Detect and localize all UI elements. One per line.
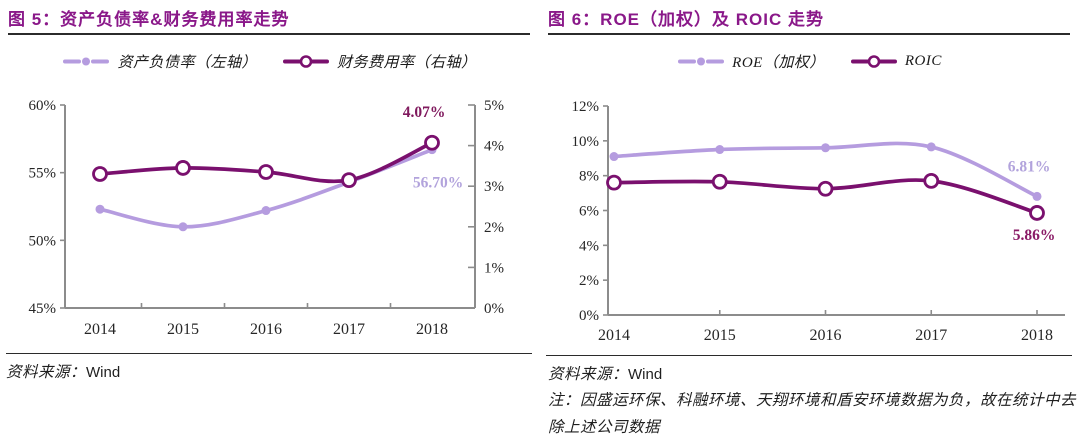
data-point	[95, 204, 105, 214]
open-circle-line-icon	[283, 55, 329, 68]
data-label: 56.70%	[413, 175, 463, 192]
data-point	[175, 160, 191, 176]
source-divider	[546, 355, 1072, 356]
y-axis-label: 5%	[484, 98, 504, 114]
figure-6-title: 图 6：ROE（加权）及 ROIC 走势	[548, 10, 824, 29]
dash-dot-line-icon	[678, 55, 725, 68]
y-axis-label: 0%	[484, 301, 504, 317]
source-text: 资料来源：Wind	[6, 360, 120, 382]
data-point	[926, 142, 936, 152]
figure-5-legend: 资产负债率（左轴） 财务费用率（右轴）	[0, 51, 540, 72]
x-axis-label: 2018	[416, 321, 448, 338]
x-axis-label: 2017	[915, 327, 947, 344]
series-line	[98, 147, 434, 229]
data-point	[424, 134, 440, 151]
open-circle-line-icon	[850, 55, 897, 68]
data-point	[609, 152, 619, 162]
y-axis-label: 60%	[29, 98, 57, 114]
y-axis-label: 8%	[579, 169, 599, 185]
legend-item-roe: ROE（加权）	[678, 51, 825, 72]
figure-5-panel: 图 5：资产负债率&财务费用率走势 资产负债率（左轴）	[0, 10, 540, 382]
data-point	[261, 206, 271, 216]
y-axis-label: 12%	[572, 99, 600, 115]
data-label: 4.07%	[403, 104, 446, 121]
figure-6-legend: ROE（加权） ROIC	[540, 51, 1080, 72]
figure-5-title: 图 5：资产负债率&财务费用率走势	[8, 10, 290, 29]
data-point	[1029, 205, 1045, 221]
y-axis-label: 6%	[579, 204, 599, 220]
legend-item-finance-expense: 财务费用率（右轴）	[283, 51, 477, 72]
y-axis-label: 55%	[29, 166, 57, 182]
figure-6-note: 注：因盛运环保、科融环境、天翔环境和盾安环境数据为负，故在统计中去除上述公司数据	[548, 392, 1077, 436]
y-axis-label: 0%	[579, 308, 599, 324]
y-axis-label: 2%	[579, 273, 599, 289]
y-axis-label: 10%	[572, 134, 600, 150]
figure-6-panel: 图 6：ROE（加权）及 ROIC 走势 ROE（加权）	[540, 0, 1080, 437]
x-axis-label: 2015	[704, 327, 736, 344]
data-point	[92, 166, 108, 182]
x-axis-label: 2014	[84, 321, 116, 338]
source-value: Wind	[86, 364, 121, 381]
x-axis-label: 2016	[810, 327, 842, 344]
title-divider	[548, 33, 1070, 35]
legend-label: 资产负债率（左轴）	[117, 55, 257, 71]
legend-label: 财务费用率（右轴）	[337, 55, 477, 71]
source-label: 资料来源：	[6, 364, 87, 381]
data-point	[923, 172, 940, 189]
source-value: Wind	[628, 366, 663, 383]
x-axis-label: 2018	[1021, 327, 1053, 344]
y-axis-label: 4%	[579, 238, 599, 254]
source-divider	[6, 353, 532, 354]
data-point	[711, 173, 728, 190]
data-point	[341, 172, 357, 189]
legend-label: ROIC	[904, 53, 942, 69]
source-label: 资料来源：	[548, 366, 629, 383]
x-axis-label: 2014	[598, 327, 630, 344]
x-axis-label: 2015	[167, 321, 199, 338]
data-label: 6.81%	[1008, 158, 1051, 175]
data-point	[606, 174, 622, 191]
figure-6-chart: 0% 2% 4% 6% 8% 10% 12% 2014 2015 2016 2017 2018 6.81…	[572, 99, 1065, 344]
data-point	[178, 222, 188, 232]
legend-item-roic: ROIC	[850, 53, 942, 70]
data-point	[715, 145, 725, 155]
data-point	[821, 143, 830, 153]
x-axis-label: 2016	[250, 321, 282, 338]
legend-item-asset-liability: 资产负债率（左轴）	[63, 51, 257, 72]
y-axis-label: 4%	[484, 139, 504, 155]
data-point	[817, 180, 834, 197]
x-axis-label: 2017	[333, 321, 365, 338]
data-label: 5.86%	[1013, 227, 1056, 244]
dash-dot-line-icon	[63, 55, 110, 68]
y-axis-label: 1%	[484, 260, 504, 276]
figure-5-chart: 45% 50% 55% 60% 0% 1% 2% 3% 4% 5% 2014 2015 2016 2017…	[29, 98, 505, 338]
data-point	[258, 164, 274, 180]
source-text: 资料来源：Wind	[548, 362, 662, 384]
y-axis-label: 50%	[29, 233, 57, 249]
y-axis-label: 3%	[484, 179, 504, 195]
legend-label: ROE（加权）	[732, 55, 825, 71]
title-divider	[8, 33, 530, 35]
data-point	[1032, 191, 1042, 201]
y-axis-label: 2%	[484, 220, 504, 236]
y-axis-label: 45%	[29, 301, 57, 317]
